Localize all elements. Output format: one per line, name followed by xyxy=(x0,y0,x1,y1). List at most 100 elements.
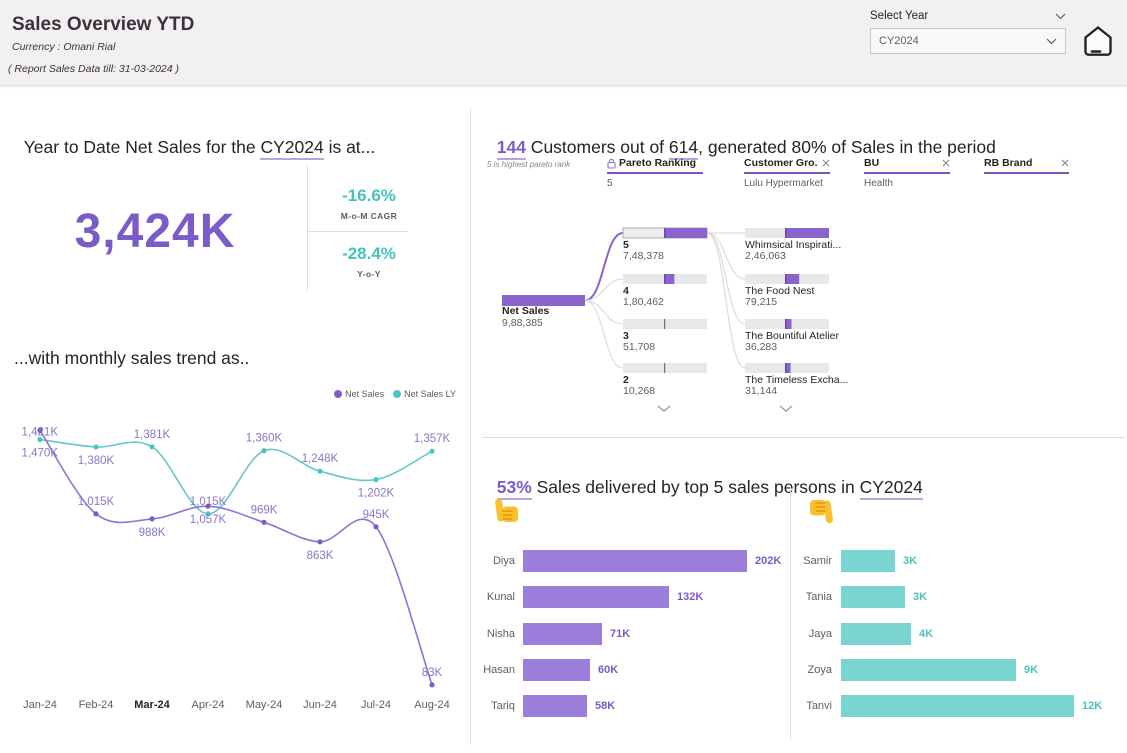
bar[interactable] xyxy=(523,623,602,645)
data-point[interactable] xyxy=(317,468,323,474)
bar[interactable] xyxy=(841,550,895,572)
sales-persons-year: CY2024 xyxy=(859,477,923,500)
close-icon[interactable] xyxy=(942,159,950,167)
tree-node-label[interactable]: 2 xyxy=(623,374,629,386)
data-point[interactable] xyxy=(373,524,379,530)
filter-label: RB Brand xyxy=(984,157,1033,169)
tree-node-label[interactable]: The Food Nest xyxy=(745,285,815,297)
tree-node-fill xyxy=(786,319,792,329)
filter-chip-pareto-ranking: Pareto Ranking 5 xyxy=(607,157,703,189)
tree-node-label[interactable]: 5 xyxy=(623,239,629,251)
legend-label: Net Sales LY xyxy=(404,389,456,399)
legend-item-net-sales-ly[interactable]: Net Sales LY xyxy=(393,389,456,399)
data-point[interactable] xyxy=(149,516,155,522)
bar[interactable] xyxy=(841,659,1016,681)
tree-root-bar[interactable] xyxy=(502,295,585,306)
filter-label: Pareto Ranking xyxy=(619,157,697,169)
bar-category-label: Samir xyxy=(803,555,832,567)
home-icon[interactable] xyxy=(1078,22,1118,62)
chevron-down-icon[interactable] xyxy=(657,405,671,412)
filter-label: BU xyxy=(864,157,880,169)
filter-chip-bu: BU Health xyxy=(864,157,950,189)
data-point[interactable] xyxy=(373,477,379,483)
tree-connector xyxy=(584,278,624,302)
bar-category-label: Jaya xyxy=(808,628,832,640)
tree-node-label[interactable]: The Timeless Excha... xyxy=(745,374,848,386)
bar-value-label: 12K xyxy=(1082,700,1103,712)
filter-value: Lulu Hypermarket xyxy=(744,178,823,189)
tree-node-fill xyxy=(786,228,829,238)
data-point[interactable] xyxy=(37,427,43,434)
trend-line-0 xyxy=(39,430,433,686)
kpi-divider-horizontal xyxy=(308,231,408,232)
close-icon[interactable] xyxy=(822,159,830,167)
bar[interactable] xyxy=(841,695,1074,717)
section-divider-horizontal xyxy=(482,437,1125,438)
data-point[interactable] xyxy=(205,503,211,509)
thumbs-down-icon xyxy=(806,496,836,531)
data-point[interactable] xyxy=(261,448,267,454)
data-point[interactable] xyxy=(429,682,435,688)
filter-chip-rb-brand: RB Brand xyxy=(984,157,1069,178)
data-label: 1,202K xyxy=(358,488,395,500)
data-point[interactable] xyxy=(429,448,435,454)
tree-node-fill-edge xyxy=(785,228,787,238)
bar-category-label: Nisha xyxy=(486,628,515,640)
trend-legend: Net Sales Net Sales LY xyxy=(300,389,456,399)
tree-root-value: 9,88,385 xyxy=(502,317,543,329)
data-label: 863K xyxy=(307,550,334,562)
chevron-down-icon[interactable] xyxy=(779,405,793,412)
section-divider-vertical xyxy=(470,108,471,745)
x-axis-label: Jun-24 xyxy=(303,699,337,711)
bar[interactable] xyxy=(841,586,905,608)
tree-node-label[interactable]: 4 xyxy=(623,285,629,297)
tree-connector xyxy=(584,232,624,302)
data-point[interactable] xyxy=(149,444,155,450)
data-point[interactable] xyxy=(93,444,99,450)
bar[interactable] xyxy=(841,623,911,645)
tree-node-label[interactable]: Whimsical Inspirati... xyxy=(745,239,841,251)
bar[interactable] xyxy=(523,550,747,572)
kpi-divider-vertical xyxy=(307,165,308,291)
bar-value-label: 132K xyxy=(677,591,704,603)
sales-persons-title: 53% Sales delivered by top 5 sales perso… xyxy=(487,456,923,500)
tree-node-fill-edge xyxy=(785,363,787,373)
bar-value-label: 58K xyxy=(595,700,616,712)
tree-node-value: 31,144 xyxy=(745,385,777,397)
tree-node-label[interactable]: 3 xyxy=(623,330,629,342)
x-axis-label: Feb-24 xyxy=(79,699,114,711)
kpi-mom-cagr: -16.6% M-o-M CAGR xyxy=(307,186,431,221)
bar[interactable] xyxy=(523,695,587,717)
legend-item-net-sales[interactable]: Net Sales xyxy=(334,389,384,399)
x-axis-label: Mar-24 xyxy=(134,699,170,711)
monthly-trend-chart: 1,421K1,380K1,381K1,015K1,360K1,248K1,20… xyxy=(22,427,451,712)
bar[interactable] xyxy=(523,659,590,681)
year-dropdown[interactable]: CY2024 xyxy=(870,28,1066,54)
bar[interactable] xyxy=(523,586,669,608)
tree-node-label[interactable]: The Bountiful Atelier xyxy=(745,330,839,342)
tree-node-value: 79,215 xyxy=(745,296,777,308)
data-point[interactable] xyxy=(93,511,99,517)
tree-node-fill-edge xyxy=(664,274,666,284)
thumbs-up-icon xyxy=(492,496,522,531)
legend-dot xyxy=(334,390,343,398)
kpi-mom-value: -16.6% xyxy=(342,186,396,205)
ytd-title: Year to Date Net Sales for the CY2024 is… xyxy=(14,116,375,160)
tree-node-fill-edge xyxy=(664,228,666,238)
filter-label: Customer Gro... xyxy=(744,157,818,169)
data-point[interactable] xyxy=(205,511,211,517)
close-icon[interactable] xyxy=(1061,159,1069,167)
net-sales-kpi-value: 3,424K xyxy=(74,205,236,258)
ytd-title-text: Year to Date Net Sales for the xyxy=(23,137,261,157)
filter-value: Health xyxy=(864,178,893,189)
chevron-down-icon[interactable] xyxy=(1055,13,1066,20)
data-label: 1,360K xyxy=(246,433,283,445)
data-point[interactable] xyxy=(37,436,43,443)
x-axis-label: Apr-24 xyxy=(191,699,224,711)
data-point[interactable] xyxy=(261,519,267,525)
data-label: 1,357K xyxy=(414,433,451,445)
data-point[interactable] xyxy=(317,539,323,545)
bar-category-label: Kunal xyxy=(486,591,515,603)
currency-note: Currency : Omani Rial xyxy=(12,41,116,53)
tree-node-fill xyxy=(665,274,675,284)
